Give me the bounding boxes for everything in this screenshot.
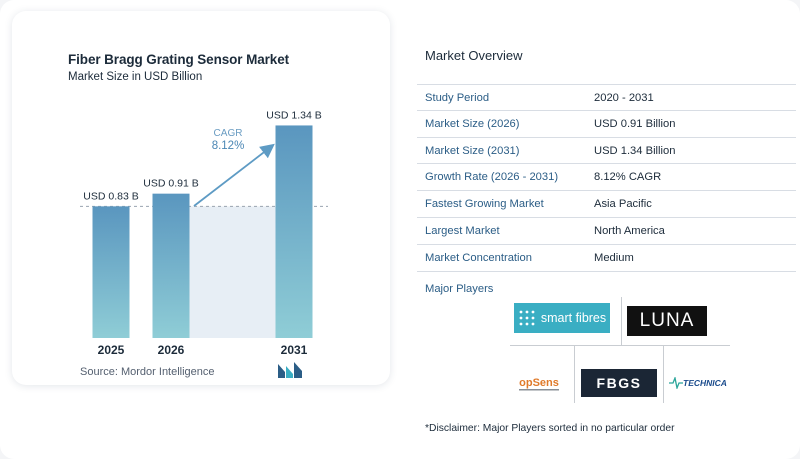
major-players-title: Major Players [425,283,494,295]
x-tick-2026: 2026 [158,343,185,357]
technica-logo-text: TECHNICA [683,378,727,388]
luna-logo-text: LUNA [639,310,695,331]
row-label: Fastest Growing Market [425,198,544,211]
overview-table: Study Period 2020 - 2031 Market Size (20… [417,84,796,272]
overview-row: Market Size (2031) USD 1.34 Billion [417,138,796,165]
opsens-logo-text: opSens [519,376,559,389]
data-label-2026: USD 0.91 B [143,178,198,190]
bar-2025 [92,206,130,338]
bar-2026 [152,193,190,338]
row-value: North America [594,224,665,237]
logo-divider [621,297,622,345]
overview-row: Largest Market North America [417,218,796,245]
source-text: Mordor Intelligence [120,366,215,378]
row-label: Market Size (2031) [425,144,520,157]
overview-row: Study Period 2020 - 2031 [417,84,796,111]
bar-2031 [275,125,313,338]
row-label: Market Size (2026) [425,117,520,130]
x-tick-2031: 2031 [281,343,308,357]
row-label: Study Period [425,92,490,104]
fbgs-logo: FBGS [581,369,657,397]
overview-row: Market Size (2026) USD 0.91 Billion [417,111,796,138]
overview-row: Market Concentration Medium [417,245,796,272]
logo-divider [574,345,575,403]
luna-logo: LUNA [627,306,707,336]
row-label: Growth Rate (2026 - 2031) [425,171,559,184]
logo-divider [510,345,730,346]
opsens-underline-icon [519,388,559,390]
dots-grid-icon [519,310,535,326]
data-label-2031: USD 1.34 B [266,109,321,121]
source-label: Source: [80,366,118,378]
reference-band [189,206,276,338]
row-value: 8.12% CAGR [594,171,662,184]
row-value: Medium [594,251,634,264]
bar-chart: USD 0.83 B 2025 USD 0.91 B 2026 USD 1.34 B 20… [80,109,328,357]
overview-row: Fastest Growing Market Asia Pacific [417,191,796,218]
x-tick-2025: 2025 [98,343,125,357]
cagr-label: CAGR [214,128,243,139]
pulse-wave-icon [669,377,684,389]
row-value: Asia Pacific [594,198,652,211]
opsens-logo: opSens [514,373,564,395]
row-value: USD 1.34 Billion [594,144,676,157]
cagr-value: 8.12% [212,140,245,152]
chart-title: Fiber Bragg Grating Sensor Market [68,52,289,67]
fbgs-logo-text: FBGS [596,375,642,391]
growth-arrow [193,143,275,207]
chart-subtitle: Market Size in USD Billion [68,71,203,83]
disclaimer-text: *Disclaimer: Major Players sorted in no … [425,423,675,434]
row-value: 2020 - 2031 [594,92,654,104]
row-label: Largest Market [425,224,500,237]
row-label: Market Concentration [425,251,532,264]
smart-fibres-logo: smart fibres [514,303,610,333]
source-line: Source: Mordor Intelligence [80,366,215,378]
data-label-2025: USD 0.83 B [83,190,138,202]
row-value: USD 0.91 Billion [594,117,676,130]
smart-fibres-logo-text: smart fibres [540,311,607,325]
technica-logo: TECHNICA [667,373,729,393]
mordor-logo-icon [278,362,302,378]
overview-title: Market Overview [425,48,523,63]
logo-divider [663,345,664,403]
overview-row: Growth Rate (2026 - 2031) 8.12% CAGR [417,164,796,192]
